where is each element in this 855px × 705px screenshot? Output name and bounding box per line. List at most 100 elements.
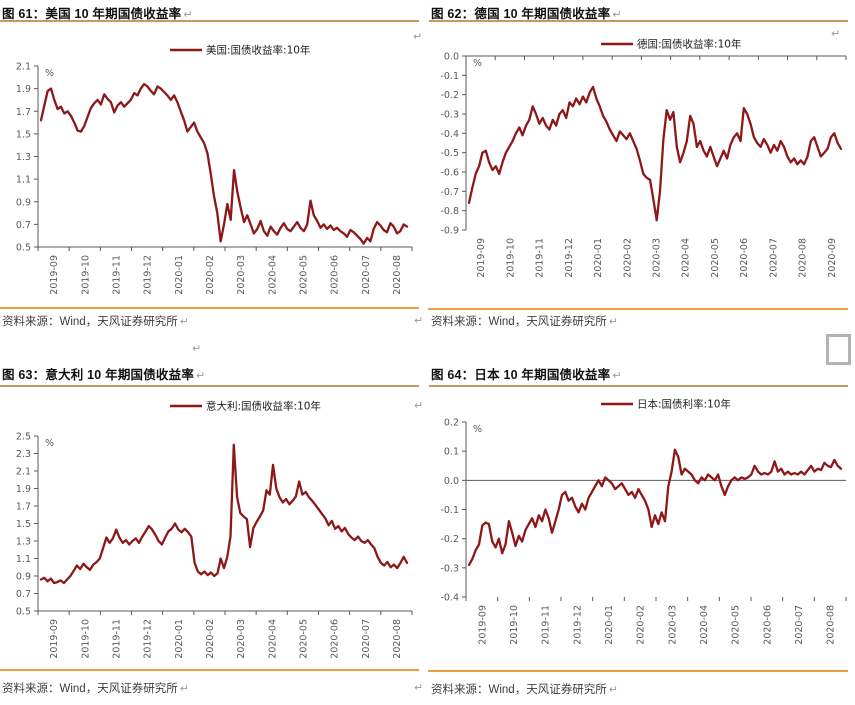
svg-text:%: % [473, 424, 482, 435]
svg-text:2019-12: 2019-12 [564, 238, 575, 278]
paragraph-mark-icon: ↵ [831, 28, 841, 40]
svg-text:2019-11: 2019-11 [111, 255, 122, 295]
source-line-jp: 资料来源：Wind，天风证券研究所 ↵ [431, 681, 618, 697]
svg-text:2020-01: 2020-01 [174, 255, 185, 295]
svg-text:2020-03: 2020-03 [667, 605, 678, 645]
panel-title-us-text: 图 61：美国 10 年期国债收益率 [2, 7, 182, 21]
svg-text:美国:国债收益率:10年: 美国:国债收益率:10年 [206, 44, 310, 57]
source-line-us: 资料来源：Wind，天风证券研究所 ↵ [2, 313, 189, 329]
svg-text:-0.9: -0.9 [440, 226, 459, 237]
empty-textbox-placeholder [826, 334, 851, 365]
paragraph-mark-icon: ↵ [413, 31, 423, 43]
svg-text:2.5: 2.5 [16, 432, 31, 443]
svg-text:2019-12: 2019-12 [143, 255, 154, 295]
source-text: 资料来源：Wind，天风证券研究所 [2, 683, 178, 695]
svg-text:-0.2: -0.2 [440, 534, 459, 545]
svg-text:2020-03: 2020-03 [652, 238, 663, 278]
svg-text:%: % [45, 68, 54, 79]
source-rule [0, 307, 419, 309]
svg-text:-0.1: -0.1 [440, 505, 459, 516]
svg-text:2019-11: 2019-11 [535, 238, 546, 278]
svg-text:2020-05: 2020-05 [710, 238, 721, 278]
svg-text:1.7: 1.7 [16, 107, 31, 118]
svg-text:2019-09: 2019-09 [49, 255, 60, 295]
svg-text:2020-06: 2020-06 [762, 605, 773, 645]
it-10y-yield-chart: 2.5 2.3 2.1 1.9 1.7 1.5 1.3 1.1 0.9 0.7 0.5 2019-09… [16, 400, 413, 659]
svg-text:%: % [473, 58, 482, 69]
svg-text:-0.8: -0.8 [440, 206, 459, 217]
svg-text:2020-02: 2020-02 [205, 255, 216, 295]
jp-10y-yield-chart: 0.2 0.1 0.0 -0.1 -0.2 -0.3 -0.4 2019-09 2019-10 2… [440, 398, 847, 645]
title-rule [429, 385, 848, 387]
paragraph-mark-icon: ↵ [414, 400, 424, 412]
paragraph-mark-icon: ↵ [192, 343, 202, 355]
svg-text:2020-08: 2020-08 [826, 605, 837, 645]
svg-text:1.5: 1.5 [16, 519, 31, 530]
svg-text:2020-07: 2020-07 [361, 619, 372, 659]
svg-text:2020-02: 2020-02 [205, 619, 216, 659]
svg-text:0.0: 0.0 [444, 476, 459, 487]
source-line-de: 资料来源：Wind，天风证券研究所 ↵ [431, 313, 618, 329]
paragraph-mark-icon: ↵ [179, 683, 189, 695]
svg-text:2020-02: 2020-02 [636, 605, 647, 645]
paragraph-mark-icon: ↵ [608, 684, 618, 696]
svg-text:2020-05: 2020-05 [298, 255, 309, 295]
svg-text:2020-01: 2020-01 [593, 238, 604, 278]
panel-title-de-text: 图 62：德国 10 年期国债收益率 [431, 7, 611, 21]
source-rule [428, 670, 848, 672]
svg-text:2020-08: 2020-08 [392, 619, 403, 659]
svg-text:-0.3: -0.3 [440, 563, 459, 574]
title-rule [429, 20, 848, 22]
svg-text:2020-09: 2020-09 [827, 238, 838, 278]
panel-title-it: 图 63：意大利 10 年期国债收益率 ↵ [2, 364, 205, 383]
svg-text:-0.4: -0.4 [440, 593, 459, 604]
source-rule [0, 669, 419, 671]
svg-text:0.1: 0.1 [444, 447, 459, 458]
source-text: 资料来源：Wind，天风证券研究所 [431, 684, 607, 696]
panel-title-it-text: 图 63：意大利 10 年期国债收益率 [2, 368, 195, 382]
svg-text:-0.3: -0.3 [440, 110, 459, 121]
source-rule [428, 308, 848, 310]
svg-text:%: % [45, 438, 54, 449]
svg-text:2019-09: 2019-09 [476, 238, 487, 278]
svg-text:2020-02: 2020-02 [622, 238, 633, 278]
svg-text:2020-01: 2020-01 [174, 619, 185, 659]
us-10y-yield-chart: 2.1 1.9 1.7 1.5 1.3 1.1 0.9 0.7 0.5 2019-09 2019-1… [16, 44, 413, 295]
svg-text:0.7: 0.7 [16, 589, 31, 600]
svg-text:意大利:国债收益率:10年: 意大利:国债收益率:10年 [206, 400, 321, 413]
svg-text:-0.1: -0.1 [440, 71, 459, 82]
svg-text:2020-06: 2020-06 [739, 238, 750, 278]
svg-text:2020-05: 2020-05 [298, 619, 309, 659]
svg-text:0.0: 0.0 [444, 52, 459, 63]
panel-title-jp: 图 64：日本 10 年期国债收益率 ↵ [431, 364, 622, 383]
svg-text:0.7: 0.7 [16, 220, 31, 231]
paragraph-mark-icon: ↵ [612, 370, 622, 382]
svg-text:2020-03: 2020-03 [236, 255, 247, 295]
svg-text:1.1: 1.1 [16, 175, 31, 186]
panel-title-us: 图 61：美国 10 年期国债收益率 ↵ [2, 3, 193, 22]
paragraph-mark-icon: ↵ [608, 316, 618, 328]
svg-text:2.3: 2.3 [16, 449, 31, 460]
svg-text:2020-07: 2020-07 [768, 238, 779, 278]
svg-text:2019-10: 2019-10 [80, 255, 91, 295]
svg-text:2019-11: 2019-11 [111, 619, 122, 659]
panel-title-de: 图 62：德国 10 年期国债收益率 ↵ [431, 3, 622, 22]
svg-text:2020-01: 2020-01 [604, 605, 615, 645]
paragraph-mark-icon: ↵ [179, 316, 189, 328]
source-line-it: 资料来源：Wind，天风证券研究所 ↵ [2, 680, 189, 696]
svg-text:2020-04: 2020-04 [267, 619, 278, 659]
svg-text:1.9: 1.9 [16, 484, 31, 495]
paragraph-mark-icon: ↵ [414, 315, 424, 327]
title-rule [0, 20, 419, 22]
svg-text:0.9: 0.9 [16, 572, 31, 583]
svg-text:1.7: 1.7 [16, 502, 31, 513]
paragraph-mark-icon: ↵ [612, 9, 622, 21]
svg-text:2019-09: 2019-09 [477, 605, 488, 645]
svg-text:1.1: 1.1 [16, 554, 31, 565]
title-rule [0, 385, 419, 387]
svg-text:2019-12: 2019-12 [143, 619, 154, 659]
source-text: 资料来源：Wind，天风证券研究所 [431, 316, 607, 328]
svg-text:1.5: 1.5 [16, 129, 31, 140]
svg-text:0.5: 0.5 [16, 607, 31, 618]
